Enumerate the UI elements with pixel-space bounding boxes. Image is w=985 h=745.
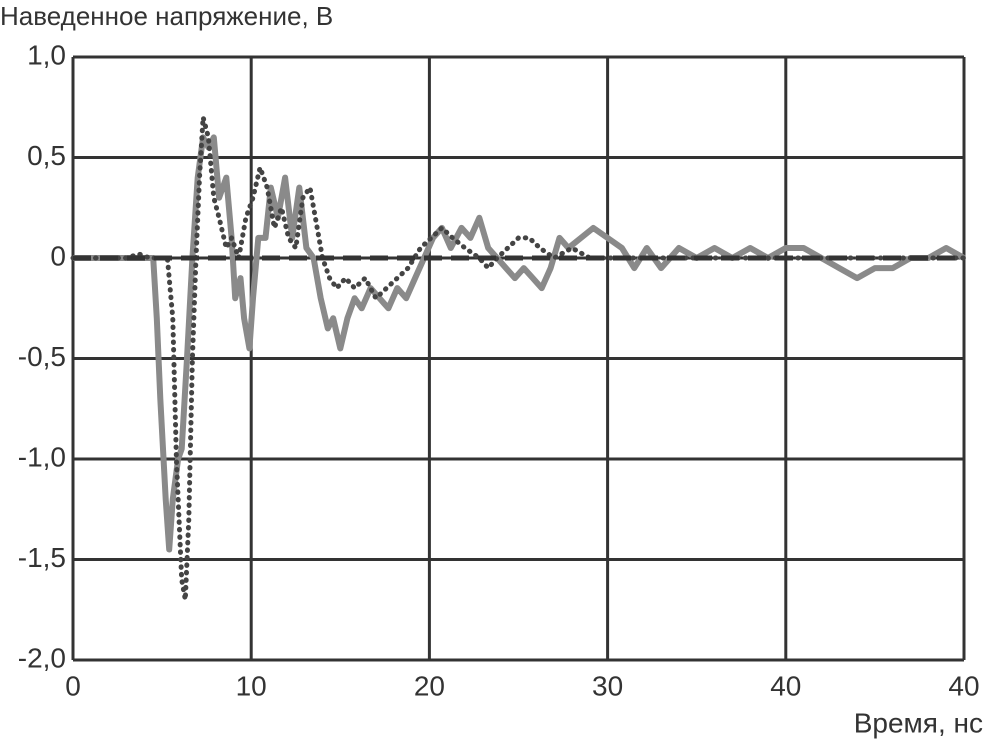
series-line [70, 116, 967, 601]
y-tick-label: -1,0 [18, 441, 66, 472]
y-tick-label: 1,0 [27, 39, 66, 70]
x-tick-label: 40 [770, 670, 801, 701]
x-axis-label: Время, нс [854, 707, 983, 738]
y-tick-label: -0,5 [18, 341, 66, 372]
x-tick-label: 0 [65, 670, 81, 701]
x-tick-label: 20 [414, 670, 445, 701]
chart-title: Наведенное напряжение, В [0, 1, 333, 31]
series-line [73, 134, 966, 553]
y-tick-label: 0 [50, 240, 66, 271]
y-tick-label: -1,5 [18, 542, 66, 573]
y-tick-label: -2,0 [18, 642, 66, 673]
y-tick-label: 0,5 [27, 140, 66, 171]
x-tick-label: 10 [236, 670, 267, 701]
x-tick-label: 30 [592, 670, 623, 701]
x-tick-label: 40 [948, 670, 979, 701]
